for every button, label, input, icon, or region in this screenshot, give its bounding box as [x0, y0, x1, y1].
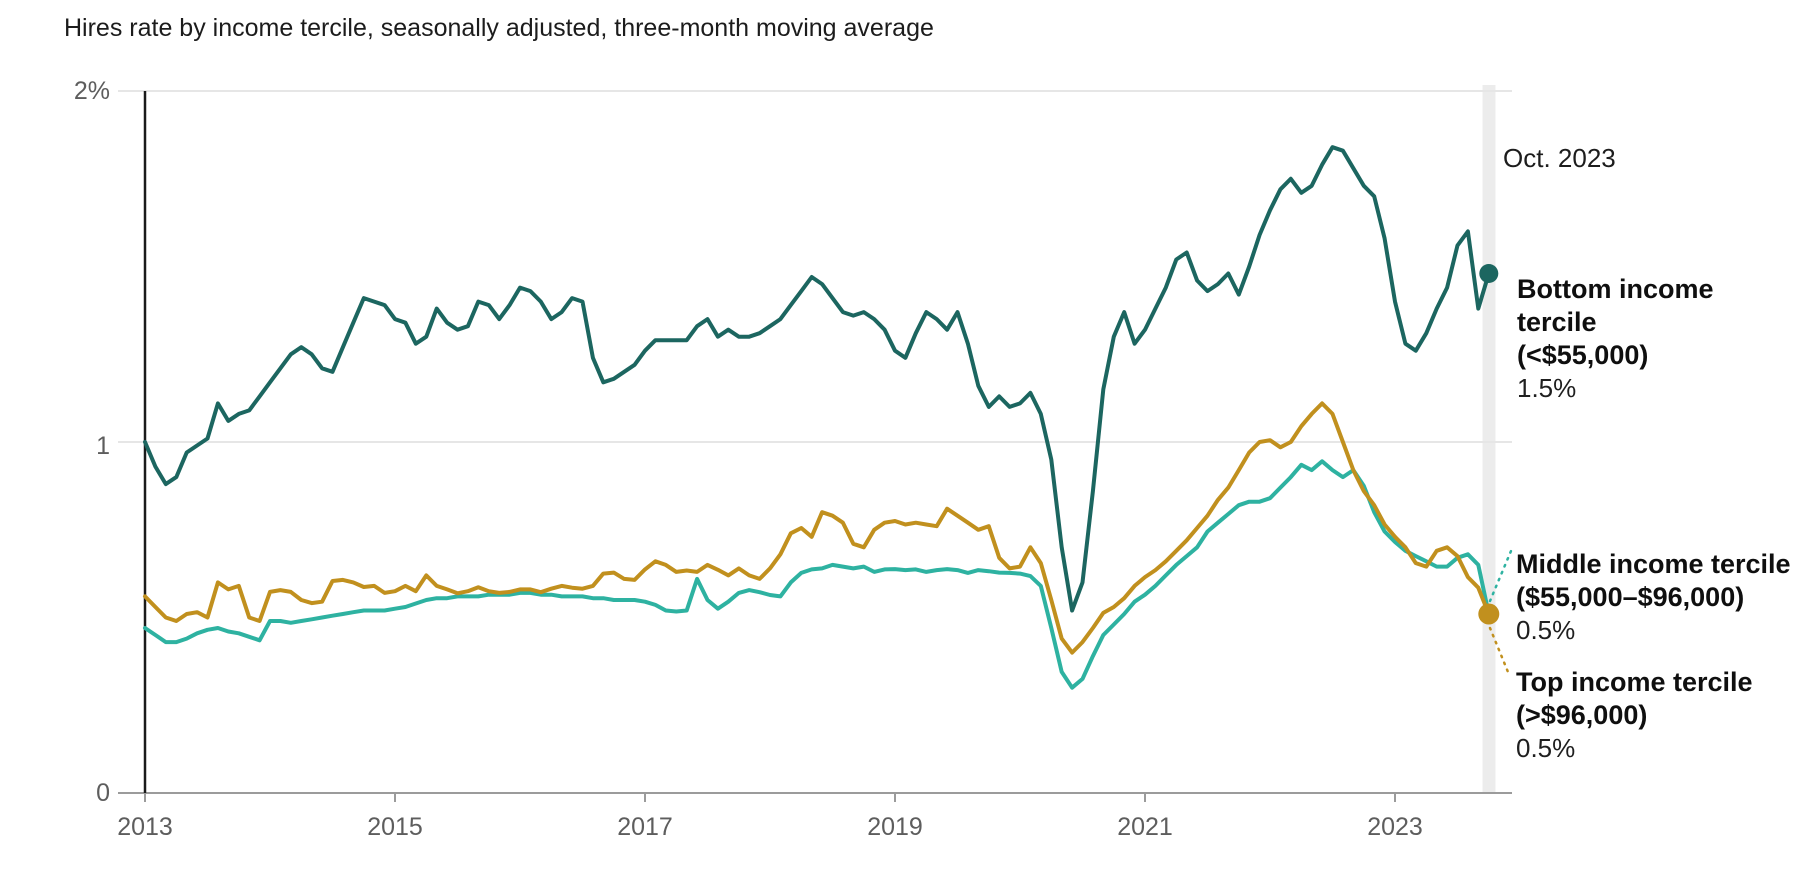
- line-bottom-tercile: [143, 145, 1491, 613]
- endpoint-dot-bottom-tercile: [1479, 264, 1499, 283]
- x-tick-2019: 2019: [867, 813, 923, 841]
- x-tick-2013: 2013: [117, 813, 173, 841]
- annotation-bottom-tercile: Bottom income tercile (<$55,000) 1.5%: [1517, 273, 1798, 405]
- annotation-middle-value: 0.5%: [1516, 615, 1576, 645]
- annotation-middle-line2: ($55,000–$96,000): [1516, 582, 1745, 612]
- leader-middle-tercile: [1488, 549, 1513, 603]
- y-tick-2pct: 2%: [73, 77, 110, 105]
- y-tick-1: 1: [96, 432, 110, 460]
- x-tick-2023: 2023: [1367, 813, 1423, 841]
- annotation-top-value: 0.5%: [1516, 733, 1576, 763]
- annotation-middle-line1: Middle income tercile: [1516, 549, 1791, 579]
- chart-title: Hires rate by income tercile, seasonally…: [64, 14, 934, 42]
- x-axis-ticks: [144, 793, 1396, 802]
- annotation-bottom-line2: (<$55,000): [1517, 340, 1649, 370]
- line-top-tercile: [143, 401, 1491, 655]
- endpoint-dot-top-tercile: [1478, 603, 1500, 625]
- annotation-date: Oct. 2023: [1503, 143, 1616, 173]
- annotation-top-tercile: Top income tercile (>$96,000) 0.5%: [1516, 666, 1753, 765]
- annotation-bottom-line1: Bottom income tercile: [1517, 274, 1714, 337]
- x-tick-2017: 2017: [617, 813, 673, 841]
- line-middle-tercile: [143, 459, 1491, 690]
- annotation-top-line2: (>$96,000): [1516, 700, 1648, 730]
- annotation-bottom-value: 1.5%: [1517, 373, 1577, 403]
- annotation-middle-tercile: Middle income tercile ($55,000–$96,000) …: [1516, 548, 1791, 647]
- x-tick-2021: 2021: [1117, 813, 1173, 841]
- y-tick-0: 0: [96, 779, 110, 807]
- leader-top-tercile: [1488, 626, 1510, 674]
- x-tick-2015: 2015: [367, 813, 423, 841]
- highlight-band-oct-2023: [1482, 85, 1496, 793]
- annotation-top-line1: Top income tercile: [1516, 667, 1753, 697]
